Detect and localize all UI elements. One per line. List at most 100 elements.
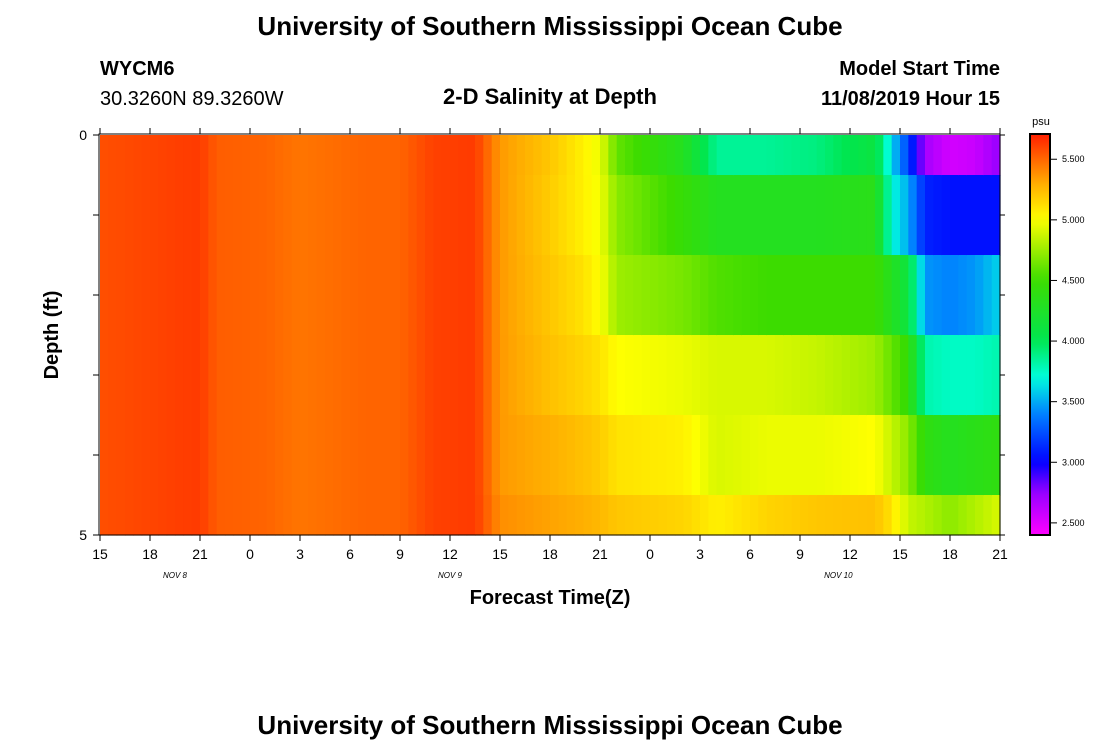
heatmap-cell <box>775 255 784 336</box>
heatmap-cell <box>358 175 368 256</box>
heatmap-cell <box>933 135 943 176</box>
heatmap-cell <box>133 255 143 336</box>
heatmap-cell <box>333 335 343 416</box>
heatmap-cell <box>475 495 484 536</box>
heatmap-cell <box>641 415 651 496</box>
heatmap-cell <box>783 415 793 496</box>
heatmap-cell <box>283 255 293 336</box>
heatmap-cell <box>466 335 476 416</box>
x-tick-label: 15 <box>492 546 508 562</box>
heatmap-cell <box>350 415 359 496</box>
heatmap-cell <box>183 415 193 496</box>
heatmap-cell <box>766 135 776 176</box>
heatmap-cell <box>908 415 918 496</box>
heatmap-cell <box>233 495 243 536</box>
heatmap-cell <box>500 255 509 336</box>
heatmap-cell <box>875 335 884 416</box>
heatmap-cell <box>833 135 843 176</box>
heatmap-cell <box>866 415 876 496</box>
heatmap-cell <box>683 175 693 256</box>
heatmap-cell <box>425 335 434 416</box>
heatmap-cell <box>791 255 801 336</box>
heatmap-cell <box>116 415 126 496</box>
heatmap-cell <box>908 255 918 336</box>
heatmap-cell <box>783 335 793 416</box>
heatmap-cell <box>683 415 693 496</box>
heatmap-cell <box>691 415 701 496</box>
heatmap-cell <box>558 495 568 536</box>
heatmap-cell <box>133 135 143 176</box>
heatmap-cell <box>483 135 493 176</box>
heatmap-cell <box>666 335 676 416</box>
heatmap-cell <box>666 255 676 336</box>
heatmap-cell <box>375 175 384 256</box>
heatmap-cell <box>525 175 534 256</box>
heatmap-cell <box>166 335 176 416</box>
heatmap-cell <box>741 175 751 256</box>
heatmap-cell <box>400 335 409 416</box>
heatmap-cell <box>658 495 668 536</box>
heatmap-cell <box>758 415 768 496</box>
heatmap-cell <box>858 175 868 256</box>
heatmap-cell <box>750 495 759 536</box>
heatmap-cell <box>266 255 276 336</box>
heatmap-cell <box>791 415 801 496</box>
heatmap-cell <box>683 255 693 336</box>
heatmap-cell <box>825 415 834 496</box>
heatmap-cell <box>666 175 676 256</box>
heatmap-cell <box>475 335 484 416</box>
heatmap-cell <box>991 495 1001 536</box>
heatmap-cell <box>516 255 526 336</box>
heatmap-cell <box>225 135 234 176</box>
heatmap-cell <box>175 335 184 416</box>
heatmap-cell <box>416 415 426 496</box>
heatmap-cell <box>933 175 943 256</box>
heatmap-cell <box>858 495 868 536</box>
heatmap-cell <box>591 255 601 336</box>
heatmap-cell <box>233 255 243 336</box>
heatmap-cell <box>658 135 668 176</box>
heatmap-cell <box>208 415 218 496</box>
heatmap-cell <box>808 255 818 336</box>
heatmap-cell <box>283 135 293 176</box>
heatmap-cell <box>433 495 443 536</box>
heatmap-cell <box>383 415 393 496</box>
heatmap-cell <box>808 335 818 416</box>
heatmap-cell <box>341 335 351 416</box>
heatmap-cell <box>741 135 751 176</box>
heatmap-cell <box>791 495 801 536</box>
heatmap-cell <box>500 175 509 256</box>
heatmap-cell <box>116 335 126 416</box>
heatmap-cell <box>183 135 193 176</box>
heatmap-cell <box>958 175 968 256</box>
colorbar-tick-label: 3.000 <box>1062 457 1085 467</box>
heatmap-cell <box>675 135 684 176</box>
heatmap-cell <box>550 415 559 496</box>
heatmap-cell <box>833 415 843 496</box>
heatmap-cell <box>250 495 259 536</box>
x-tick-label: 12 <box>842 546 858 562</box>
heatmap-cell <box>716 495 726 536</box>
heatmap-cell <box>475 135 484 176</box>
heatmap-cell <box>708 135 718 176</box>
heatmap-cell <box>333 255 343 336</box>
heatmap-cell <box>600 175 609 256</box>
x-tick-label: 6 <box>746 546 754 562</box>
heatmap-cell <box>775 335 784 416</box>
heatmap-cell <box>658 415 668 496</box>
page-title: University of Southern Mississippi Ocean… <box>257 11 842 41</box>
heatmap-cell <box>675 255 684 336</box>
heatmap-cell <box>591 415 601 496</box>
heatmap-cell <box>600 135 609 176</box>
heatmap-cell <box>416 135 426 176</box>
heatmap-cell <box>275 335 284 416</box>
heatmap-cell <box>641 255 651 336</box>
heatmap-cell <box>316 135 326 176</box>
heatmap-cell <box>633 135 643 176</box>
heatmap-cell <box>383 135 393 176</box>
heatmap-cell <box>200 135 209 176</box>
heatmap-cell <box>241 495 251 536</box>
heatmap-cell <box>958 335 968 416</box>
heatmap-cell <box>941 175 951 256</box>
heatmap-cell <box>266 135 276 176</box>
